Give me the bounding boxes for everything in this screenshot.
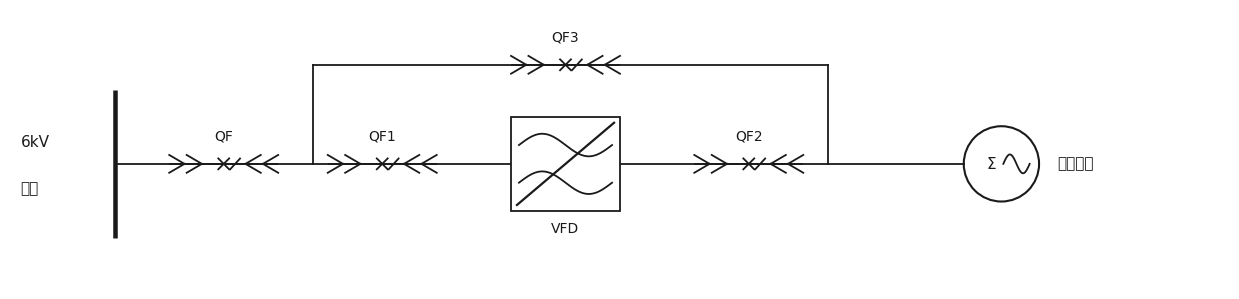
Text: 母线: 母线 (21, 181, 38, 196)
Text: 6kV: 6kV (21, 135, 50, 150)
Text: $\Sigma$: $\Sigma$ (985, 156, 996, 172)
Text: QF1: QF1 (368, 129, 396, 143)
Text: QF: QF (214, 129, 233, 143)
Text: QF3: QF3 (551, 30, 580, 44)
Text: 一次风机: 一次风机 (1057, 156, 1093, 171)
Bar (510, 117, 620, 211)
Text: VFD: VFD (551, 222, 580, 236)
Text: QF2: QF2 (735, 129, 762, 143)
